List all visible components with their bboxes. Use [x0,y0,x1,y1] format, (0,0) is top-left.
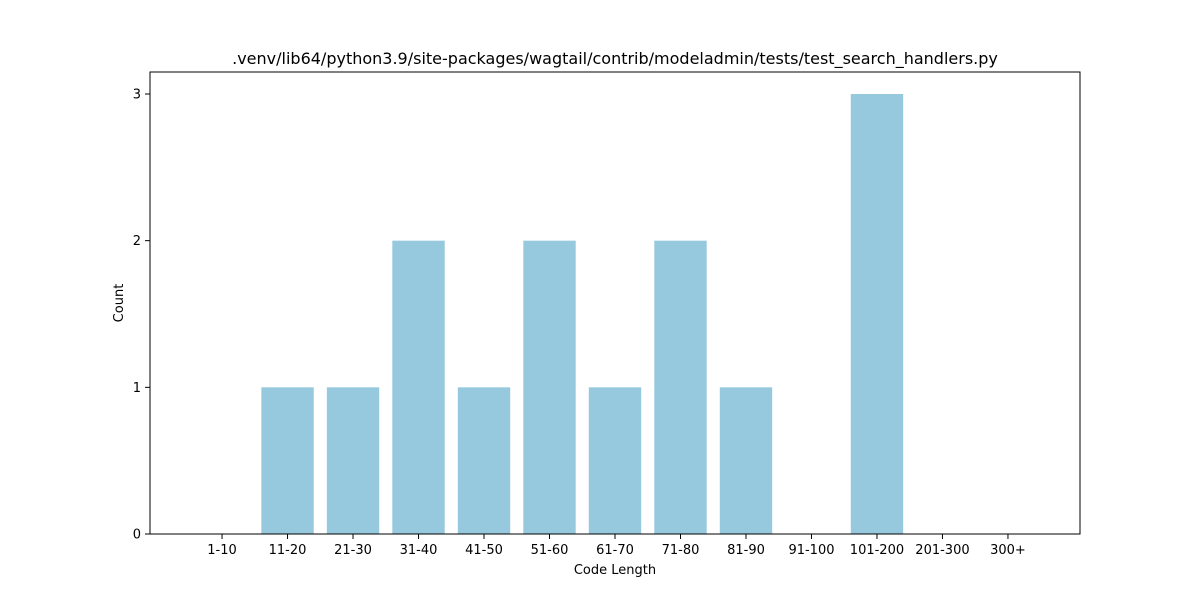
x-tick-label: 201-300 [915,543,969,558]
x-tick-label: 51-60 [531,543,569,558]
y-axis-label: Count [112,284,127,323]
x-tick-label: 61-70 [596,543,634,558]
x-tick-label: 71-80 [662,543,700,558]
x-tick-label: 21-30 [334,543,372,558]
chart-title: .venv/lib64/python3.9/site-packages/wagt… [232,49,998,69]
x-tick-label: 41-50 [465,543,503,558]
bar-31-40 [392,240,445,534]
bar-21-30 [326,387,380,534]
y-tick-label: 3 [133,88,141,103]
bar-101-200 [850,94,904,534]
y-tick-label: 1 [133,381,141,396]
y-tick-label: 0 [133,528,141,543]
y-tick-label: 2 [133,234,141,249]
bars-group [261,94,904,534]
bar-11-20 [261,387,314,534]
x-tick-label: 91-100 [788,543,834,558]
x-tick-label: 81-90 [727,543,765,558]
x-tick-label: 31-40 [400,543,438,558]
x-tick-label: 11-20 [269,543,307,558]
x-tick-label: 101-200 [850,543,904,558]
x-axis-label: Code Length [574,563,656,578]
bar-51-60 [523,240,576,534]
bar-41-50 [457,387,511,534]
x-axis-ticks: 1-10 11-20 21-30 31-40 41-50 51-60 61-70 71-80 8… [207,534,1026,558]
bar-71-80 [654,240,707,534]
x-tick-label: 300+ [990,543,1026,558]
bar-61-70 [588,387,642,534]
bar-81-90 [719,387,773,534]
y-axis-ticks: 0 1 2 3 [133,88,150,543]
x-tick-label: 1-10 [207,543,237,558]
